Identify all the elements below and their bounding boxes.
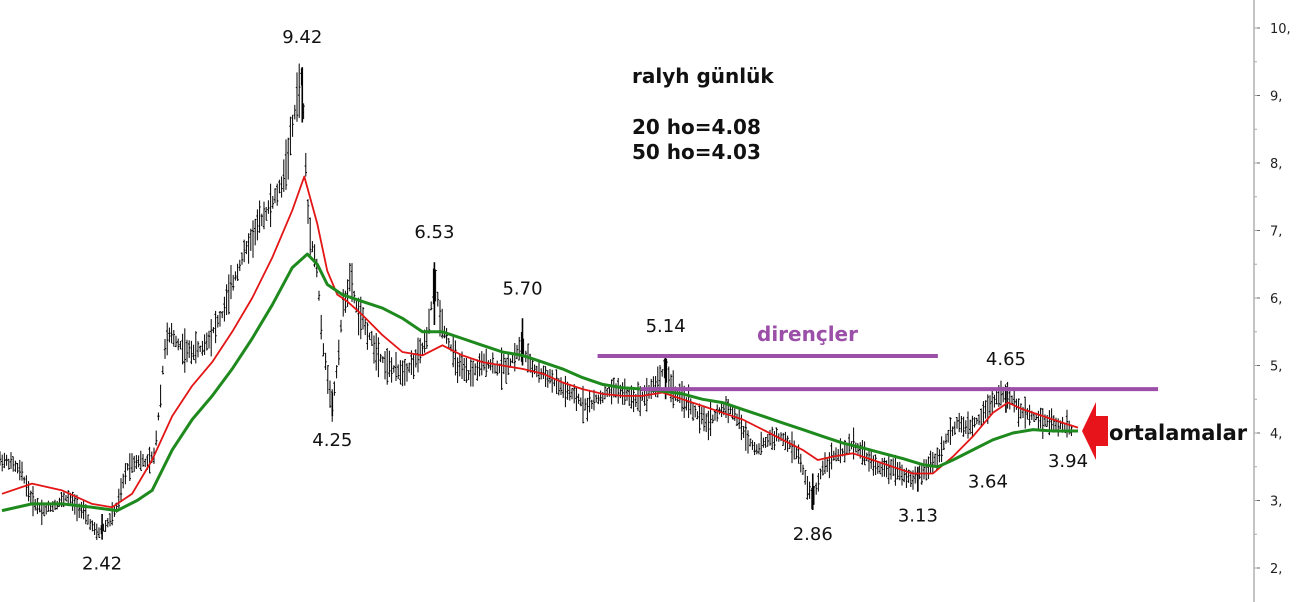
value-annotation: 2.86 — [793, 524, 833, 545]
y-tick-label: 8, — [1270, 157, 1282, 172]
y-tick-label: 5, — [1270, 360, 1282, 375]
value-annotation: 4.65 — [986, 349, 1026, 370]
price-series — [0, 63, 1073, 540]
value-annotation: 6.53 — [414, 222, 454, 243]
y-tick-label: 10, — [1270, 22, 1291, 37]
ma20-value-line: 20 ho=4.08 — [632, 115, 761, 139]
moving-averages — [1, 175, 1079, 513]
y-tick-label: 3, — [1270, 495, 1282, 510]
chart-title: ralyh günlük — [632, 64, 774, 88]
value-annotation: 3.13 — [898, 506, 938, 527]
annotations: 9.42 6.53 5.70 5.14 4.65 4.25 2.42 2.86 3.13 3.64… — [82, 27, 1088, 575]
y-tick-label: 6, — [1270, 292, 1282, 307]
value-annotation: 5.14 — [646, 316, 686, 337]
value-annotation: 4.25 — [312, 430, 352, 451]
ma20-line — [1, 175, 1079, 509]
value-annotation: 3.64 — [968, 471, 1008, 492]
arrow-icon — [1082, 402, 1108, 460]
y-tick-label: 2, — [1270, 562, 1282, 577]
resistance-label: dirençler — [757, 322, 858, 346]
value-annotation: 5.70 — [502, 278, 542, 299]
averages-label: ortalamalar — [1109, 421, 1248, 445]
resistance-lines — [597, 354, 1159, 392]
value-annotation: 9.42 — [282, 27, 322, 48]
value-annotation: 3.94 — [1048, 451, 1088, 472]
ma50-value-line: 50 ho=4.03 — [632, 140, 761, 164]
value-annotation: 2.42 — [82, 554, 122, 575]
y-axis: 2, 3, 4, 5, 6, 7, 8, 9, 10, — [1253, 0, 1291, 602]
ma50-line — [1, 252, 1078, 513]
y-tick-label: 4, — [1270, 427, 1282, 442]
y-tick-label: 9, — [1270, 90, 1282, 105]
y-tick-label: 7, — [1270, 225, 1282, 240]
